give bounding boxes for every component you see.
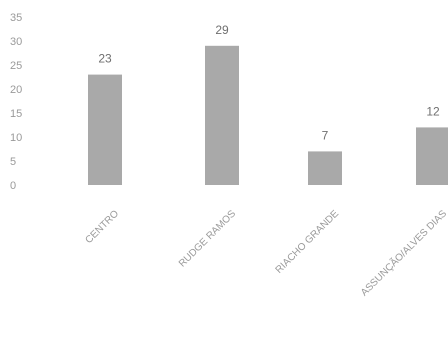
y-tick-label: 35 <box>10 12 22 24</box>
y-tick-label: 10 <box>10 132 22 144</box>
data-label: 12 <box>426 104 440 118</box>
y-tick-label: 15 <box>10 108 22 120</box>
bar <box>205 45 239 185</box>
data-label: 7 <box>322 128 329 142</box>
category-label: RIACHO GRANDE <box>274 208 342 276</box>
category-label: CENTRO <box>83 208 121 246</box>
bar <box>88 74 122 185</box>
y-tick-label: 25 <box>10 60 22 72</box>
x-axis: CENTRO RUDGE RAMOS RIACHO GRANDE ASSUNÇÃO/A… <box>83 207 448 299</box>
data-labels: 23 29 7 12 <box>98 23 440 143</box>
y-tick-label: 30 <box>10 36 22 48</box>
y-tick-label: 5 <box>10 156 16 168</box>
bar <box>308 151 342 185</box>
category-label: RUDGE RAMOS <box>177 208 238 269</box>
data-label: 29 <box>215 23 229 37</box>
bars <box>88 45 448 185</box>
category-label: ASSUNÇÃO/ALVES DIAS <box>358 207 448 299</box>
y-axis: 0 5 10 15 20 25 30 35 <box>10 12 22 192</box>
y-tick-label: 20 <box>10 84 22 96</box>
data-label: 23 <box>98 52 112 66</box>
y-tick-label: 0 <box>10 180 16 192</box>
bar <box>416 127 448 185</box>
